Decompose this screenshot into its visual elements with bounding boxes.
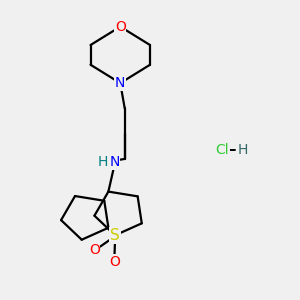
Text: N: N [109,155,119,169]
Text: O: O [89,243,100,257]
Text: H: H [97,155,108,169]
Text: Cl: Cl [215,143,229,157]
Text: O: O [115,20,126,34]
Text: H: H [238,143,248,157]
Text: O: O [110,255,121,269]
Text: S: S [110,228,120,243]
Text: N: N [115,76,125,90]
